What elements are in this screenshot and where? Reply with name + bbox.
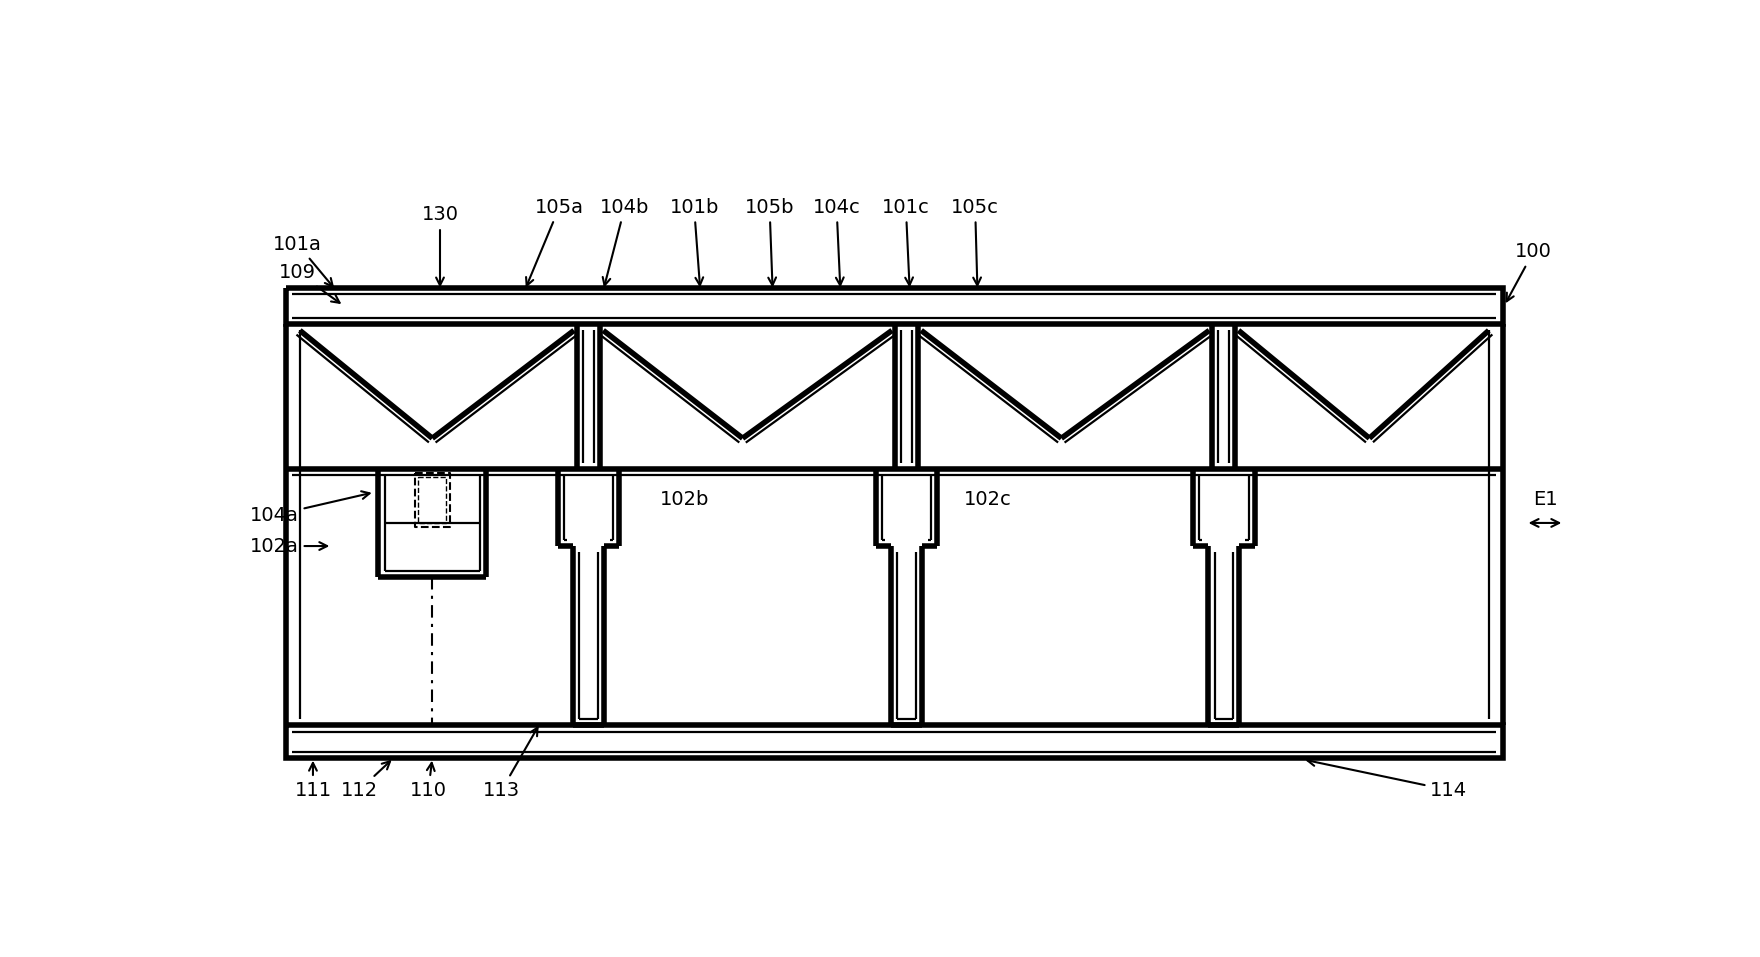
Text: 110: 110 <box>410 763 447 800</box>
Text: 101c: 101c <box>882 198 929 285</box>
Text: 113: 113 <box>482 727 537 800</box>
Text: 111: 111 <box>294 763 331 800</box>
Text: 105b: 105b <box>744 198 794 285</box>
Text: 102b: 102b <box>660 490 709 509</box>
Text: 101b: 101b <box>669 198 718 285</box>
Text: 104a: 104a <box>250 491 370 524</box>
Text: 130: 130 <box>421 206 459 285</box>
Text: E1: E1 <box>1533 490 1558 509</box>
Text: 114: 114 <box>1308 758 1468 800</box>
Text: 105a: 105a <box>526 198 584 286</box>
Text: 112: 112 <box>341 761 391 800</box>
Text: 102c: 102c <box>964 490 1012 509</box>
Text: 101a: 101a <box>273 234 333 286</box>
Text: 102a: 102a <box>250 537 327 556</box>
Text: 100: 100 <box>1507 242 1552 301</box>
Text: 105c: 105c <box>950 198 1000 285</box>
Text: 109: 109 <box>280 263 340 302</box>
Text: 104b: 104b <box>600 198 649 285</box>
Text: 104c: 104c <box>813 198 861 285</box>
